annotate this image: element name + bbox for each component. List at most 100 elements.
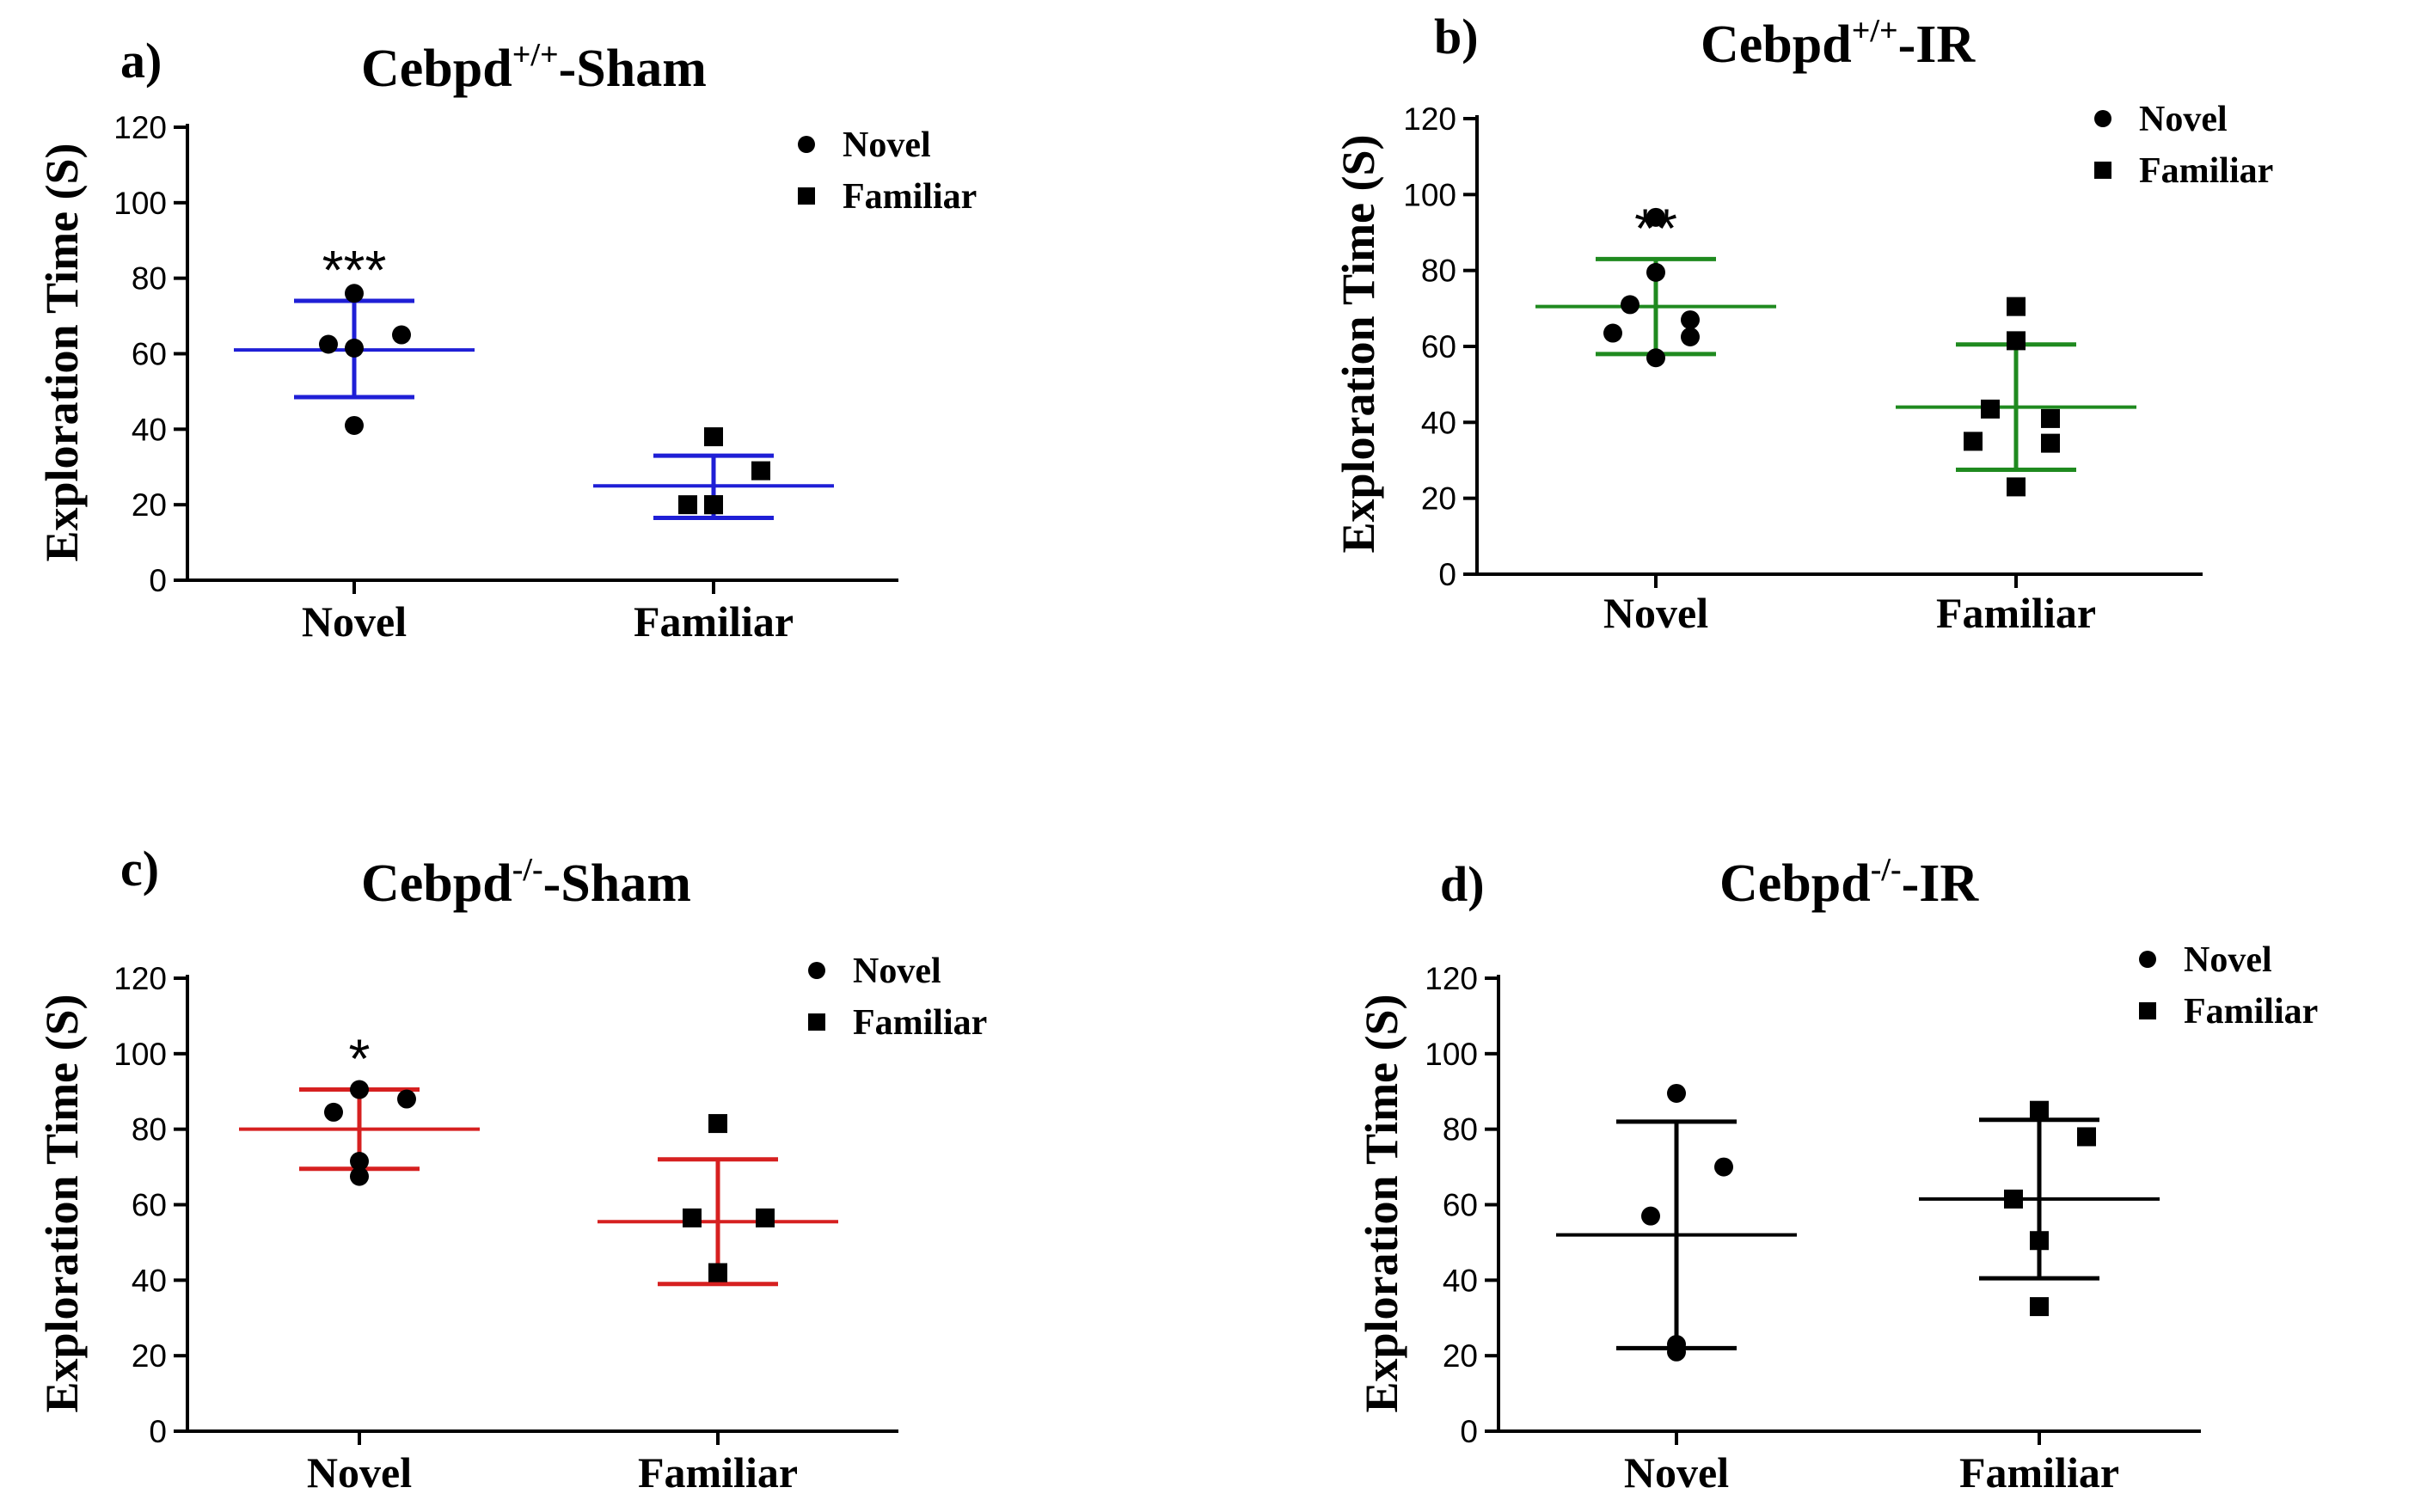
data-point [1646,207,1665,227]
chart-panel-3: c) Cebpd-/--Sham Exploration Time (S) 0 20 40… [36,841,987,1497]
data-point [392,325,411,345]
data-point [2004,1189,2023,1209]
x-tick-label: Familiar [1959,1448,2119,1497]
data-point [319,334,338,354]
legend-marker-circle [808,962,825,979]
data-point [708,1263,727,1282]
y-tick-label: 40 [1443,1263,1478,1298]
data-point [345,415,364,435]
data-point [708,1114,727,1134]
chart-panel-4: d) Cebpd-/--IR Exploration Time (S) 0 20 40 60… [1356,852,2318,1497]
y-tick-label: 20 [1443,1338,1478,1374]
significance-label: ** [1634,197,1677,259]
data-point [2041,408,2060,428]
chart-title: Cebpd-/--Sham [361,852,691,913]
y-axis-label: Exploration Time (S) [1333,134,1384,553]
data-point [2041,433,2060,453]
legend-marker-square [798,187,815,205]
x-tick-label: Familiar [634,597,794,646]
y-axis-label: Exploration Time (S) [36,143,88,561]
data-point [704,495,723,515]
y-tick-label: 120 [113,961,167,996]
x-tick-label: Novel [302,597,407,646]
legend-label: Familiar [853,1003,987,1043]
legend-label: Novel [2139,100,2228,139]
chart-title: Cebpd+/+-Sham [361,37,707,98]
data-point [345,338,364,358]
panel-letter: a) [120,33,162,89]
y-tick-label: 120 [1425,961,1478,996]
data-point [751,461,770,481]
significance-label: *** [322,239,387,301]
legend-marker-square [808,1013,825,1031]
y-tick-label: 120 [1403,101,1456,137]
data-point [2007,331,2026,351]
data-point [2030,1297,2049,1317]
y-tick-label: 100 [1425,1037,1478,1072]
data-point [350,1151,369,1171]
y-tick-label: 60 [1443,1188,1478,1223]
data-point [2007,477,2026,497]
data-point [678,495,697,515]
y-tick-label: 80 [1421,254,1456,289]
data-point [1714,1157,1733,1177]
legend-label: Familiar [2139,151,2273,191]
y-tick-label: 20 [132,1338,167,1374]
data-point [397,1089,416,1109]
y-axis-label: Exploration Time (S) [36,994,88,1412]
y-tick-label: 100 [113,186,167,221]
data-point [1667,1083,1686,1103]
legend-marker-circle [2094,110,2111,127]
legend-label: Familiar [2184,992,2318,1031]
data-point [2077,1127,2096,1147]
data-point [1646,348,1665,368]
legend-marker-circle [2139,951,2156,968]
y-tick-label: 20 [132,487,167,523]
y-tick-label: 80 [132,261,167,297]
data-point [1681,327,1700,346]
y-tick-label: 80 [132,1112,167,1148]
data-point [2030,1231,2049,1251]
data-point [345,284,364,303]
data-point [324,1102,343,1122]
panel-letter: c) [120,841,159,897]
data-point [683,1208,702,1227]
legend-marker-circle [798,136,815,153]
x-tick-label: Novel [1603,589,1708,637]
y-tick-label: 40 [132,412,167,447]
y-tick-label: 100 [1403,177,1456,212]
legend-label: Novel [2184,940,2272,980]
y-tick-label: 0 [1460,1414,1478,1449]
data-point [704,427,723,447]
y-tick-label: 120 [113,110,167,145]
y-tick-label: 60 [132,337,167,372]
data-point [1681,310,1700,330]
data-point [1603,323,1622,343]
data-point [1621,295,1639,315]
legend-label: Novel [843,125,931,165]
panel-letter: d) [1440,856,1485,912]
x-tick-label: Novel [307,1448,412,1497]
chart-panel-1: a) Cebpd+/+-Sham Exploration Time (S) 0 20 40… [36,33,977,646]
y-tick-label: 40 [132,1263,167,1298]
x-tick-label: Familiar [1936,589,2096,637]
chart-title: Cebpd-/--IR [1719,852,1979,913]
y-tick-label: 80 [1443,1112,1478,1148]
legend-marker-square [2139,1002,2156,1019]
legend-marker-square [2094,162,2111,179]
data-point [756,1208,775,1227]
chart-title: Cebpd+/+-IR [1701,13,1976,74]
y-tick-label: 0 [1438,557,1456,592]
y-tick-label: 0 [149,1414,167,1449]
y-tick-label: 100 [113,1037,167,1072]
data-point [1641,1206,1660,1226]
y-axis-label: Exploration Time (S) [1356,994,1407,1412]
significance-label: * [349,1028,371,1090]
y-tick-label: 20 [1421,481,1456,517]
data-point [1667,1342,1686,1362]
data-point [350,1080,369,1099]
y-tick-label: 60 [132,1188,167,1223]
y-tick-label: 0 [149,563,167,598]
y-tick-label: 40 [1421,405,1456,440]
